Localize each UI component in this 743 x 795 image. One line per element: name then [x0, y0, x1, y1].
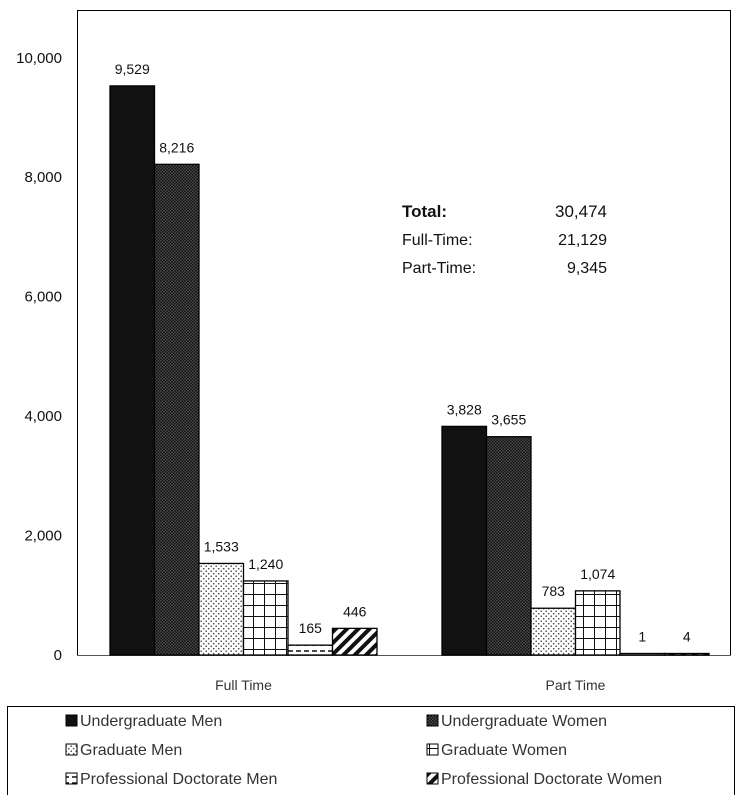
bar-professional-doctorate-men-full-time — [287, 644, 334, 656]
data-label: 1,074 — [580, 566, 615, 582]
bar-graduate-women-part-time — [574, 590, 621, 656]
summary-part-time-label: Part-Time: — [402, 260, 476, 277]
data-label: 783 — [542, 583, 566, 599]
data-label: 3,655 — [491, 412, 526, 428]
legend-label: Undergraduate Women — [441, 713, 607, 730]
legend-label: Professional Doctorate Men — [80, 771, 277, 788]
y-tick-label: 10,000 — [16, 50, 62, 67]
data-label: 1,533 — [204, 538, 239, 554]
legend: Undergraduate Men Undergraduate Women Grad… — [65, 713, 662, 788]
legend-label: Graduate Women — [441, 742, 567, 759]
data-label: 4 — [683, 629, 691, 645]
data-label: 9,529 — [115, 61, 150, 77]
category-label: Part Time — [546, 677, 606, 693]
y-axis-ticks: 0 2,000 4,000 6,000 8,000 10,000 — [16, 50, 62, 664]
data-label: 1,240 — [248, 556, 283, 572]
category-labels-group: Full Time Part Time — [215, 677, 606, 693]
bar-graduate-men-full-time — [198, 562, 245, 656]
data-label: 446 — [343, 603, 367, 619]
summary-full-time-label: Full-Time: — [402, 232, 473, 249]
y-tick-label: 0 — [54, 647, 62, 664]
y-tick-label: 2,000 — [24, 528, 62, 545]
data-label: 8,216 — [159, 139, 194, 155]
y-tick-label: 6,000 — [24, 289, 62, 306]
bar-graduate-men-part-time — [530, 607, 577, 656]
bar-professional-doctorate-men-part-time — [619, 652, 666, 656]
bar-professional-doctorate-women-full-time — [331, 627, 378, 656]
bar-undergraduate-men-full-time — [109, 85, 156, 656]
data-label: 1 — [638, 629, 646, 645]
data-labels-group: 9,529 8,216 1,533 1,240 165 446 3,828 3,655 783 1… — [115, 61, 691, 645]
legend-label: Undergraduate Men — [80, 713, 222, 730]
y-tick-label: 4,000 — [24, 408, 62, 425]
bar-undergraduate-men-part-time — [441, 425, 488, 656]
legend-swatch — [65, 714, 78, 727]
bar-undergraduate-women-part-time — [485, 436, 532, 656]
summary-total-value: 30,474 — [555, 202, 607, 221]
summary-part-time-value: 9,345 — [567, 260, 607, 277]
legend-swatch — [426, 714, 439, 727]
y-tick-label: 8,000 — [24, 169, 62, 186]
legend-label: Graduate Men — [80, 742, 182, 759]
legend-swatch — [65, 743, 78, 756]
legend-swatch — [65, 772, 78, 785]
summary-total-label: Total: — [402, 202, 447, 221]
data-label: 165 — [299, 620, 323, 636]
legend-frame — [7, 706, 735, 795]
legend-label: Professional Doctorate Women — [441, 771, 662, 788]
legend-swatch — [426, 772, 439, 785]
data-label: 3,828 — [447, 401, 482, 417]
bar-undergraduate-women-full-time — [153, 163, 200, 656]
bars-group — [109, 85, 710, 656]
bar-professional-doctorate-women-part-time — [663, 652, 710, 656]
legend-swatch — [426, 743, 439, 756]
summary-full-time-value: 21,129 — [558, 232, 607, 249]
summary-box: Total: 30,474 Full-Time: 21,129 Part-Tim… — [402, 202, 607, 277]
category-label: Full Time — [215, 677, 272, 693]
bar-graduate-women-full-time — [242, 580, 289, 656]
